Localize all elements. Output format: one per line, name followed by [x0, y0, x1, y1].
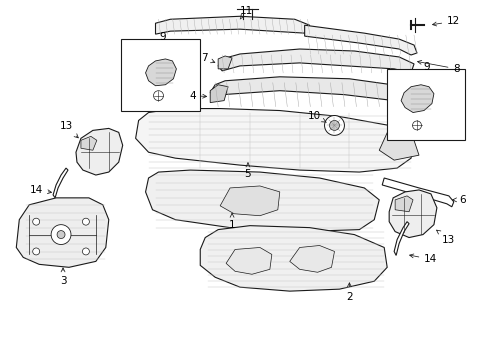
- Polygon shape: [394, 196, 412, 212]
- Circle shape: [33, 248, 40, 255]
- Text: 9: 9: [423, 62, 429, 72]
- Polygon shape: [76, 129, 122, 175]
- Text: 14: 14: [409, 254, 437, 264]
- Text: 13: 13: [436, 230, 454, 244]
- Circle shape: [82, 248, 89, 255]
- Polygon shape: [379, 129, 418, 160]
- Polygon shape: [155, 16, 309, 34]
- Polygon shape: [382, 178, 453, 207]
- Polygon shape: [200, 226, 386, 291]
- Circle shape: [33, 218, 40, 225]
- Polygon shape: [145, 59, 176, 86]
- Text: 5: 5: [244, 163, 251, 179]
- Circle shape: [324, 116, 344, 135]
- Text: 13: 13: [59, 121, 78, 138]
- Circle shape: [57, 231, 65, 239]
- Polygon shape: [16, 198, 108, 267]
- Text: 9: 9: [159, 32, 165, 42]
- Text: 8: 8: [417, 60, 459, 74]
- Polygon shape: [400, 85, 433, 113]
- Text: 12: 12: [432, 16, 460, 26]
- Polygon shape: [218, 56, 232, 69]
- Bar: [121, 39, 200, 111]
- Polygon shape: [220, 186, 279, 216]
- Polygon shape: [225, 247, 271, 274]
- Polygon shape: [81, 136, 97, 150]
- Polygon shape: [289, 246, 334, 272]
- Bar: [386, 69, 464, 140]
- Circle shape: [329, 121, 339, 130]
- Text: 10: 10: [307, 111, 325, 122]
- Polygon shape: [135, 109, 413, 172]
- Polygon shape: [210, 77, 413, 107]
- Text: 11: 11: [239, 6, 252, 19]
- Polygon shape: [145, 170, 379, 231]
- Circle shape: [82, 218, 89, 225]
- Polygon shape: [304, 25, 416, 55]
- Circle shape: [412, 121, 421, 130]
- Text: 2: 2: [346, 283, 352, 302]
- Text: 6: 6: [452, 195, 465, 205]
- Text: 1: 1: [228, 213, 235, 230]
- Text: 4: 4: [188, 91, 206, 101]
- Circle shape: [51, 225, 71, 244]
- Polygon shape: [53, 168, 68, 198]
- Text: 7: 7: [201, 53, 214, 63]
- Circle shape: [153, 91, 163, 100]
- Text: 3: 3: [60, 268, 66, 286]
- Polygon shape: [388, 190, 436, 238]
- Polygon shape: [210, 85, 227, 103]
- Polygon shape: [218, 49, 413, 73]
- Polygon shape: [393, 222, 408, 255]
- Text: 14: 14: [29, 185, 51, 195]
